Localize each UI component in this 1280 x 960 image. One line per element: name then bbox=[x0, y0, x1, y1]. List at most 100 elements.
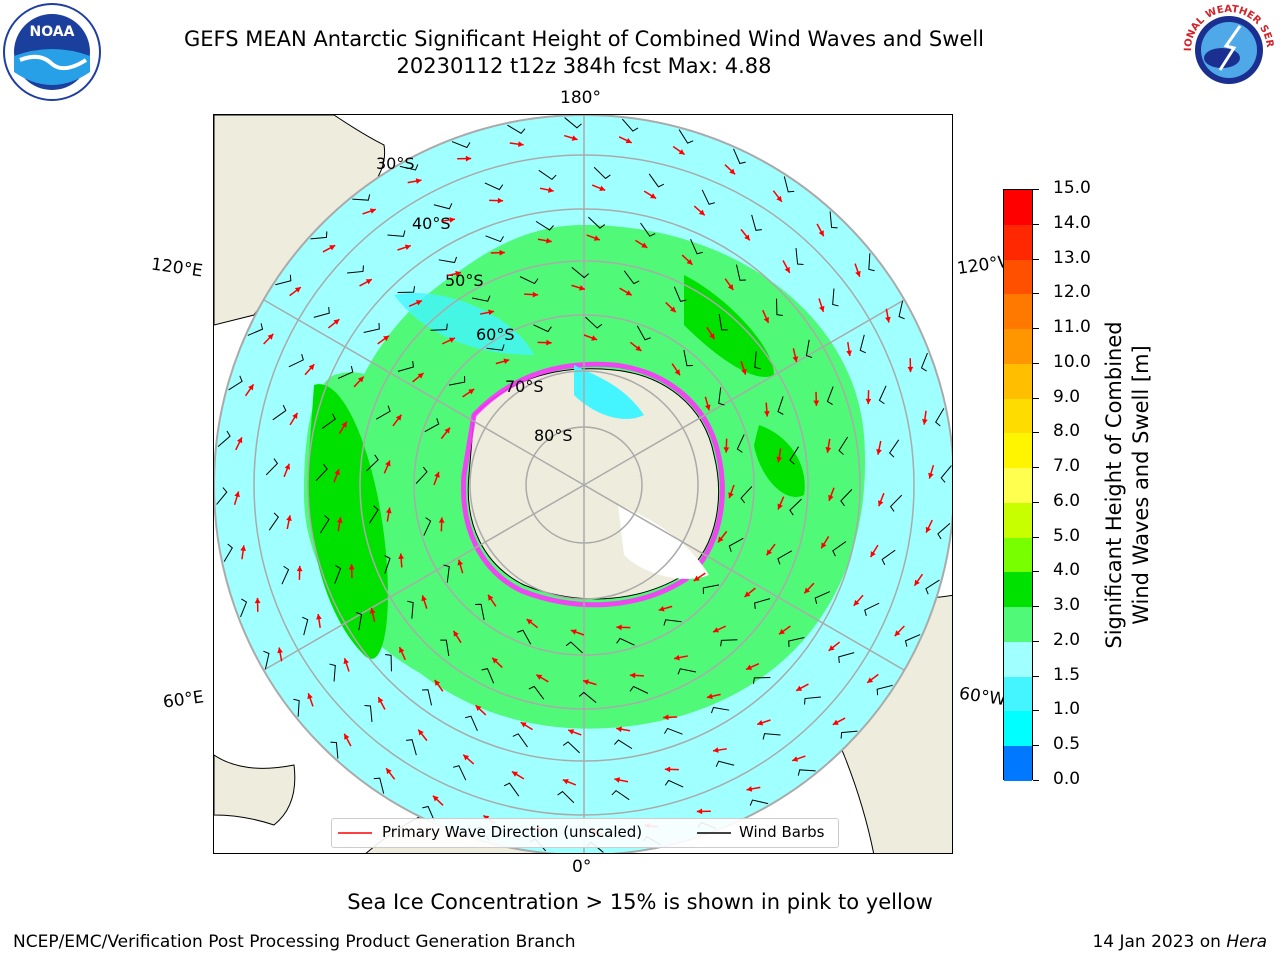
colorbar-segment bbox=[1004, 711, 1032, 747]
wind-barb bbox=[321, 413, 336, 429]
wind-barb bbox=[471, 295, 491, 302]
colorbar-tick-mark bbox=[1033, 780, 1039, 781]
wind-barb bbox=[535, 220, 554, 231]
wind-barb bbox=[217, 430, 231, 448]
wave-direction-arrow bbox=[433, 471, 440, 486]
lon-label-180: 180° bbox=[560, 88, 601, 108]
colorbar-tick-label: 14.0 bbox=[1053, 212, 1091, 233]
wave-direction-arrow bbox=[672, 145, 686, 156]
wave-direction-arrow bbox=[322, 244, 336, 253]
wave-direction-arrow bbox=[828, 641, 841, 652]
colorbar-tick-mark bbox=[1033, 536, 1039, 538]
wave-direction-arrow bbox=[240, 545, 246, 560]
wave-direction-arrow bbox=[922, 410, 928, 425]
noaa-logo: NOAA bbox=[3, 3, 101, 101]
wave-direction-arrow bbox=[586, 234, 601, 241]
wind-barb bbox=[751, 214, 762, 231]
wind-barb bbox=[648, 173, 665, 188]
wind-barb bbox=[387, 230, 406, 237]
wave-direction-arrow bbox=[385, 507, 392, 522]
wave-direction-arrow bbox=[277, 647, 283, 662]
wave-direction-arrow bbox=[629, 672, 644, 679]
wind-barb bbox=[777, 396, 784, 415]
wave-direction-arrow bbox=[338, 421, 348, 434]
wave-direction-arrow bbox=[664, 766, 679, 773]
colorbar-segment bbox=[1004, 398, 1032, 434]
colorbar-tick-mark bbox=[1033, 362, 1039, 364]
wave-direction-arrow bbox=[894, 625, 905, 637]
wind-barb bbox=[369, 505, 379, 524]
colorbar-tick-label: 8.0 bbox=[1053, 421, 1081, 442]
colorbar-tick-mark bbox=[1033, 606, 1039, 608]
wave-direction-arrow bbox=[524, 291, 539, 298]
wave-direction-arrow bbox=[706, 326, 716, 340]
lon-label-60e: 60°E bbox=[161, 687, 206, 713]
wave-direction-arrow bbox=[846, 342, 852, 357]
wind-barb bbox=[826, 386, 834, 405]
wind-barb bbox=[415, 466, 428, 484]
wind-barb bbox=[481, 668, 495, 684]
wind-barb bbox=[397, 360, 414, 372]
wave-direction-arrow bbox=[635, 239, 648, 249]
wave-direction-arrow bbox=[432, 795, 444, 806]
wind-barb bbox=[588, 216, 606, 229]
colorbar-tick-mark bbox=[1033, 293, 1039, 295]
wind-barb bbox=[752, 677, 771, 684]
wave-direction-arrow bbox=[820, 536, 830, 549]
wind-barb bbox=[940, 465, 952, 483]
sea-ice-edge bbox=[461, 361, 725, 608]
wave-direction-arrow bbox=[383, 460, 391, 474]
wave-direction-arrow bbox=[537, 339, 552, 346]
wind-barb bbox=[310, 231, 328, 240]
wind-barb bbox=[375, 405, 391, 420]
colorbar-tick-label: 13.0 bbox=[1053, 247, 1091, 268]
wind-barb bbox=[776, 298, 783, 317]
wind-barb bbox=[663, 619, 682, 626]
wind-barb bbox=[814, 591, 831, 604]
wind-barb bbox=[804, 696, 821, 705]
wave-direction-arrow bbox=[511, 770, 525, 780]
wave-direction-arrow bbox=[772, 190, 783, 203]
wind-barb bbox=[710, 706, 730, 714]
colorbar-tick-mark bbox=[1033, 397, 1039, 399]
colorbar-tick-label: 0.0 bbox=[1053, 769, 1081, 789]
colorbar-tick-label: 7.0 bbox=[1053, 456, 1081, 477]
wind-barb bbox=[465, 715, 478, 732]
wind-barb bbox=[829, 211, 838, 229]
wind-barb bbox=[611, 789, 630, 801]
wind-barb bbox=[797, 769, 816, 776]
wind-barb bbox=[363, 322, 380, 334]
wave-direction-arrow bbox=[913, 573, 924, 587]
wave-direction-arrow bbox=[491, 657, 503, 669]
wind-barb bbox=[503, 782, 520, 797]
wave-direction-arrow bbox=[520, 721, 533, 731]
wave-direction-arrow bbox=[283, 463, 291, 478]
wind-barb bbox=[636, 325, 651, 341]
wave-direction-arrow bbox=[377, 335, 390, 345]
wave-direction-arrow bbox=[854, 263, 861, 278]
noaa-logo-text: NOAA bbox=[30, 24, 75, 40]
colorbar-tick-mark bbox=[1033, 328, 1039, 330]
wind-barb bbox=[453, 765, 467, 781]
wave-direction-arrow bbox=[489, 197, 504, 204]
colorbar-segment bbox=[1004, 224, 1032, 260]
wave-direction-arrow bbox=[724, 278, 734, 291]
wind-barb bbox=[629, 685, 649, 694]
lat-label-50: 50°S bbox=[445, 271, 484, 290]
wind-barb bbox=[293, 698, 300, 717]
wave-direction-arrow bbox=[457, 559, 464, 574]
wave-direction-arrow bbox=[244, 383, 255, 397]
wind-barb bbox=[616, 637, 635, 646]
wave-direction-arrow bbox=[438, 517, 445, 532]
wind-barb bbox=[313, 307, 330, 318]
colorbar-tick-label: 12.0 bbox=[1053, 282, 1091, 303]
wave-direction-arrow bbox=[385, 767, 396, 780]
wave-direction-arrow bbox=[723, 438, 730, 453]
wave-direction-arrow bbox=[233, 491, 240, 506]
wave-direction-arrow bbox=[866, 673, 879, 684]
wind-barb bbox=[275, 274, 292, 286]
wind-barb bbox=[795, 248, 804, 265]
wave-direction-arrow bbox=[304, 363, 315, 376]
colorbar-segment bbox=[1004, 433, 1032, 469]
wind-barb bbox=[366, 454, 379, 472]
